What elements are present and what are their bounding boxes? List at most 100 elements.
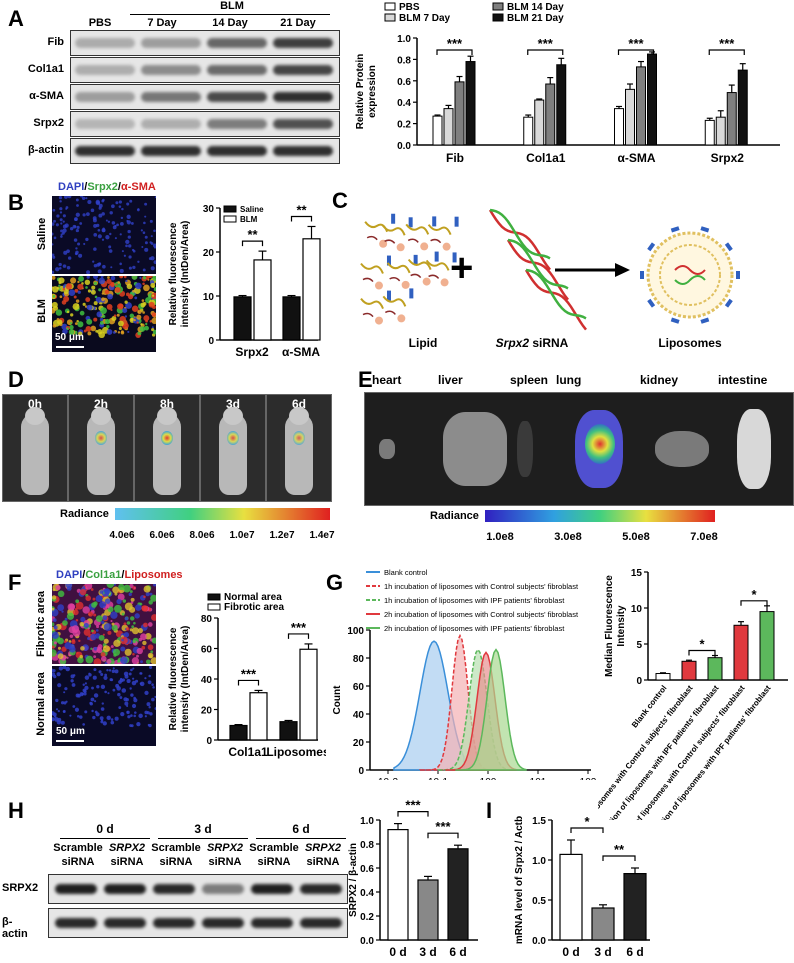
- radiance-bar: [485, 510, 715, 522]
- signal-spot: [227, 431, 239, 445]
- stain-dot: [107, 606, 114, 613]
- y-tick-label: 0.0: [360, 936, 374, 947]
- stain-dot: [78, 276, 84, 282]
- mouse-image: 3d: [200, 394, 266, 502]
- nucleus-dot: [64, 687, 68, 691]
- liposome-ligand: [700, 226, 710, 233]
- nucleus-dot: [58, 266, 62, 270]
- sig-bracket: [617, 49, 655, 55]
- bar: [387, 829, 409, 941]
- lane-7day: 7 Day: [147, 17, 177, 29]
- nucleus-dot: [154, 695, 156, 698]
- y-axis-title: intensity (IntDen/Area): [180, 221, 191, 328]
- stain-dot: [121, 638, 124, 642]
- stain-dot: [149, 592, 153, 596]
- blot-band: [141, 38, 201, 48]
- nucleus-dot: [52, 668, 54, 673]
- panel-d-imaging: 0h 2h 8h 3d 6d: [0, 0, 332, 502]
- stain-dot: [137, 628, 143, 634]
- stain-dot: [85, 595, 92, 602]
- blot-band: [207, 146, 267, 156]
- stain-dot: [143, 284, 150, 292]
- x-tick-label: α-SMA: [617, 151, 655, 165]
- nucleus-dot: [107, 220, 111, 223]
- stain-dot: [151, 326, 154, 329]
- blot-band: [141, 92, 201, 102]
- stain-dot: [145, 276, 150, 280]
- panel-f-chart: 0 20 40 60 80 Relative fluorescence intensity …: [168, 592, 326, 759]
- nucleus-dot: [57, 710, 60, 713]
- nucleus-dot: [84, 682, 87, 685]
- nucleus-dot: [119, 262, 122, 266]
- nucleus-dot: [70, 227, 74, 231]
- stain-dot: [150, 650, 154, 654]
- nucleus-dot: [129, 199, 133, 203]
- stain-dot: [84, 279, 91, 286]
- stain-dot: [133, 319, 136, 322]
- stain-dot: [140, 660, 143, 664]
- y-tick-label: 0.2: [360, 912, 374, 923]
- stain-dot: [136, 321, 139, 324]
- nucleus-dot: [85, 197, 88, 200]
- stain-dot: [59, 295, 63, 299]
- stain-dot: [127, 330, 130, 333]
- nucleus-dot: [111, 221, 116, 225]
- legend-swatch: [223, 215, 237, 223]
- stain-dot: [124, 648, 132, 656]
- nucleus-dot: [90, 697, 95, 702]
- stain-dot: [104, 289, 110, 295]
- y-tick-label: 10: [203, 292, 215, 303]
- stain-dot: [150, 594, 156, 602]
- stain-dot: [136, 314, 142, 320]
- nucleus-dot: [60, 235, 63, 238]
- y-tick-label: 40: [201, 675, 213, 686]
- blot-band: [202, 918, 244, 928]
- nucleus-dot: [64, 223, 69, 228]
- bar: [454, 81, 465, 146]
- nucleus-dot: [126, 219, 129, 222]
- label-sirna: Srpx2 siRNA: [495, 336, 569, 350]
- organ-lung: [575, 410, 623, 488]
- nucleus-dot: [52, 253, 55, 257]
- x-tick-label: Col1a1: [228, 745, 268, 759]
- stain-dot: [115, 283, 118, 286]
- nucleus-dot: [126, 202, 130, 206]
- nucleus-dot: [89, 701, 93, 705]
- mouse-head: [223, 407, 243, 425]
- x-tick-label: 10-1: [428, 777, 448, 780]
- stain-dot: [132, 289, 135, 293]
- blot-band: [273, 146, 333, 156]
- blot-row-label: β-actin: [27, 144, 64, 156]
- nucleus-dot: [144, 715, 147, 718]
- stain-dot: [76, 651, 79, 655]
- organ-liver: [443, 412, 507, 486]
- stain-dot: [80, 646, 85, 651]
- stain-dot: [75, 618, 79, 622]
- nucleus-dot: [79, 692, 84, 697]
- histogram-curve: [455, 648, 527, 771]
- lipid-chain: [389, 276, 401, 282]
- nucleus-dot: [99, 716, 104, 721]
- nucleus-dot: [110, 718, 114, 721]
- nucleus-dot: [75, 212, 80, 217]
- stain-dot: [99, 601, 107, 609]
- blot-strip: [70, 138, 340, 164]
- nucleus-dot: [59, 200, 62, 203]
- legend-swatch: [384, 13, 396, 22]
- lipid-chain: [385, 310, 396, 315]
- stain-dot: [140, 633, 147, 641]
- y-axis-title: SRPX2 / β-actin: [348, 843, 359, 917]
- nucleus-dot: [63, 691, 66, 694]
- stain-dot: [52, 607, 55, 611]
- stain-dot: [99, 320, 104, 325]
- mouse-body: [21, 413, 49, 495]
- row-fibrotic: Fibrotic area: [35, 590, 47, 658]
- stain-dot: [107, 276, 110, 279]
- lane-gene: Scramble: [53, 842, 103, 854]
- stain-dot: [145, 659, 151, 664]
- nucleus-dot: [142, 268, 146, 272]
- stain-dot: [151, 317, 156, 325]
- stain-dot: [124, 616, 129, 621]
- y-tick-label: 100: [347, 626, 364, 637]
- blot-band: [75, 65, 135, 75]
